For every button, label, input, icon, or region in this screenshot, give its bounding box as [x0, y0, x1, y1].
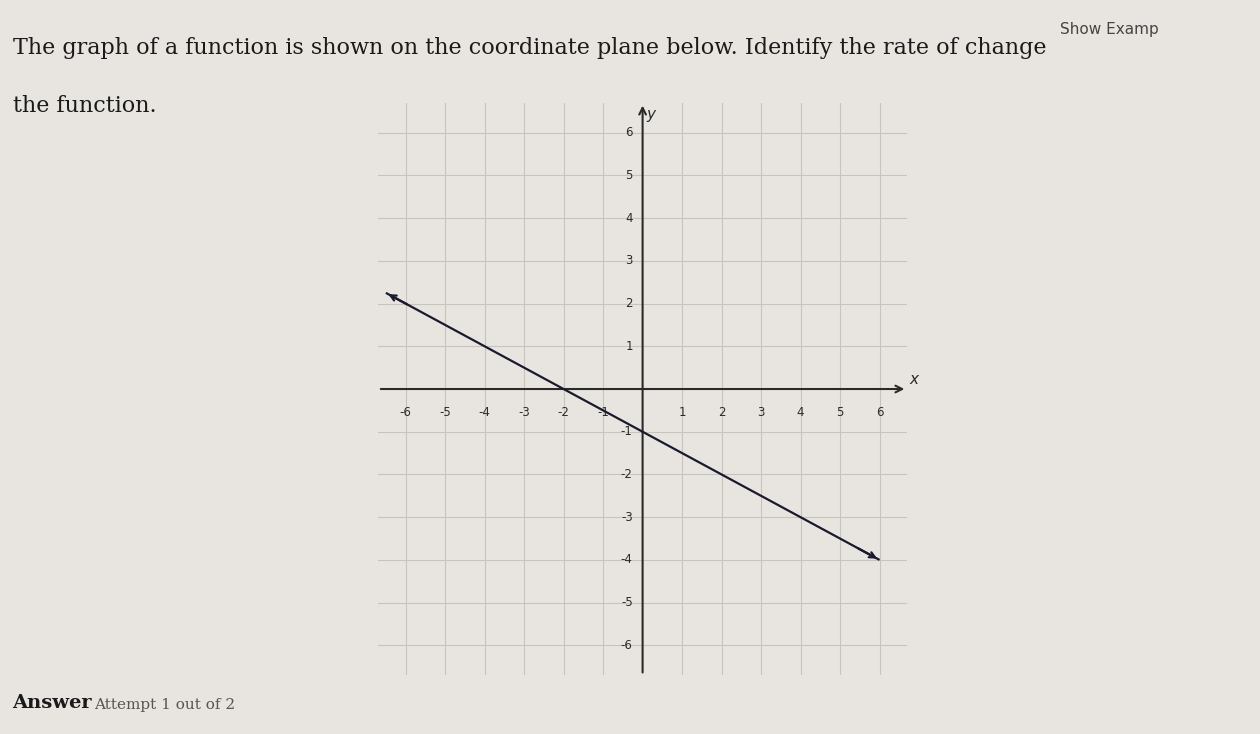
- Text: 2: 2: [718, 406, 726, 419]
- Text: -4: -4: [479, 406, 490, 419]
- Text: 3: 3: [625, 255, 633, 267]
- Text: 4: 4: [625, 211, 633, 225]
- Text: Show Examp: Show Examp: [1061, 22, 1159, 37]
- Text: 6: 6: [876, 406, 883, 419]
- Text: Answer: Answer: [13, 694, 92, 712]
- Text: -6: -6: [621, 639, 633, 652]
- Text: x: x: [910, 372, 919, 387]
- Text: The graph of a function is shown on the coordinate plane below. Identify the rat: The graph of a function is shown on the …: [13, 37, 1046, 59]
- Text: -1: -1: [621, 425, 633, 438]
- Text: -4: -4: [621, 553, 633, 567]
- Text: 4: 4: [796, 406, 804, 419]
- Text: 3: 3: [757, 406, 765, 419]
- Text: the function.: the function.: [13, 95, 156, 117]
- Text: 2: 2: [625, 297, 633, 310]
- Text: 1: 1: [678, 406, 685, 419]
- Text: -5: -5: [440, 406, 451, 419]
- Text: -1: -1: [597, 406, 609, 419]
- Text: -2: -2: [558, 406, 570, 419]
- Text: -6: -6: [399, 406, 412, 419]
- Text: -3: -3: [621, 511, 633, 523]
- Text: 1: 1: [625, 340, 633, 353]
- Text: 5: 5: [837, 406, 844, 419]
- Text: -5: -5: [621, 596, 633, 609]
- Text: 5: 5: [625, 169, 633, 182]
- Text: y: y: [646, 107, 655, 122]
- Text: 6: 6: [625, 126, 633, 139]
- Text: -3: -3: [518, 406, 530, 419]
- Text: -2: -2: [621, 468, 633, 481]
- Text: Attempt 1 out of 2: Attempt 1 out of 2: [94, 698, 236, 712]
